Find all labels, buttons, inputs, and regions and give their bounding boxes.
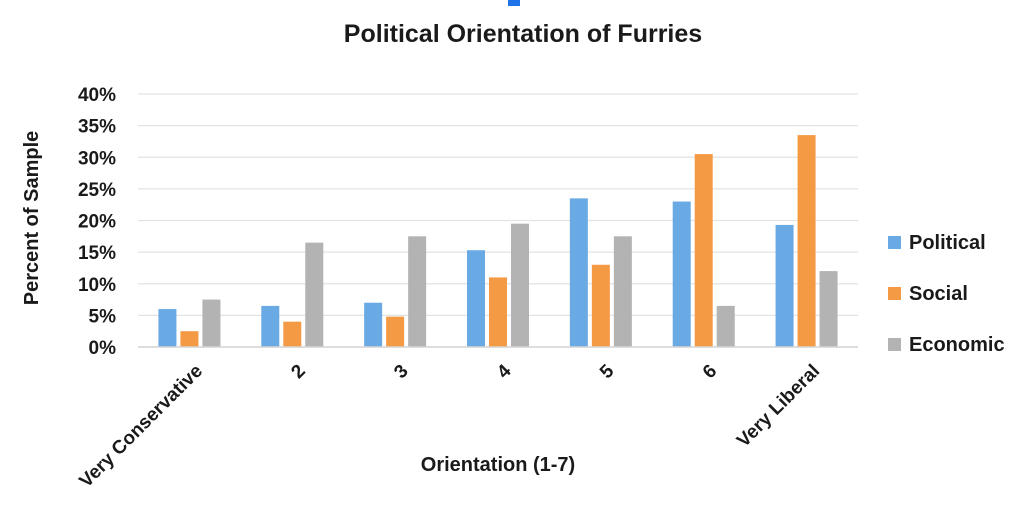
bar-social [489,277,507,347]
bar-social [386,316,405,347]
bar-political [364,302,383,347]
x-tick-label: Very Liberal [733,361,824,452]
y-axis-tick-labels: 0% 5% 10% 15% 20% 25% 30% 35% 40% [78,85,116,359]
bar-economic [819,271,838,347]
gridlines [138,93,858,316]
y-tick-label: 5% [89,306,117,327]
y-tick-label: 0% [89,338,117,359]
x-tick-label: 6 [699,361,721,383]
bar-economic [305,242,324,347]
bar-economic [408,236,427,347]
bar-economic [716,305,735,347]
bars [158,135,838,347]
x-tick-label: 4 [493,360,516,383]
bar-political [569,198,588,347]
bar-social [283,321,302,347]
x-tick-label: 5 [596,360,619,383]
legend-swatch-social [888,287,901,300]
bar-economic [202,299,221,347]
top-accent-mark [508,0,520,6]
bar-economic [511,223,529,347]
x-axis-title: Orientation (1-7) [421,454,575,476]
y-tick-label: 15% [78,243,116,264]
bar-social [797,135,816,347]
x-tick-label: 2 [287,361,309,383]
y-axis-title: Percent of Sample [21,131,43,306]
bar-social [591,264,610,347]
bar-political [775,224,794,347]
bar-political [261,305,280,347]
bar-social [180,331,199,347]
bar-political [467,250,485,347]
y-tick-label: 10% [78,275,116,296]
bar-political [672,201,691,347]
legend-swatch-economic [888,338,901,351]
y-tick-label: 20% [78,212,116,233]
y-tick-label: 40% [78,85,116,106]
y-tick-label: 35% [78,117,116,138]
legend: Political Social Economic [888,232,1005,356]
x-tick-label: 3 [390,361,412,383]
y-tick-label: 30% [78,148,116,169]
x-tick-label: Very Conservative [76,361,207,492]
legend-label-political: Political [909,232,986,254]
y-tick-label: 25% [78,180,116,201]
legend-label-social: Social [909,283,968,305]
legend-label-economic: Economic [909,334,1005,356]
bar-social [694,154,713,347]
legend-swatch-political [888,236,901,249]
bar-economic [613,236,632,347]
bar-political [158,309,177,347]
chart-title: Political Orientation of Furries [344,20,702,48]
